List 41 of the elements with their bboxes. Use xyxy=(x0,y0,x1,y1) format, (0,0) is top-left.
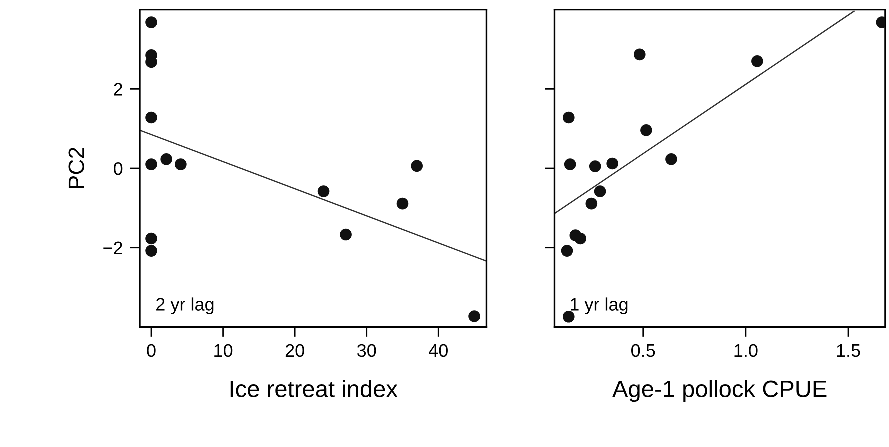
point xyxy=(564,158,576,170)
point xyxy=(586,198,598,210)
x-tick-label: 30 xyxy=(358,344,376,358)
point xyxy=(562,112,575,124)
point xyxy=(606,158,618,170)
annotation: 1 yr lag xyxy=(570,298,628,315)
point xyxy=(574,232,586,245)
point xyxy=(318,186,330,198)
x-tick-label: 10 xyxy=(214,344,233,358)
y-tick-label: 0 xyxy=(114,162,123,176)
point xyxy=(146,112,158,124)
point xyxy=(396,198,409,210)
point xyxy=(634,48,646,61)
point xyxy=(160,153,172,166)
point xyxy=(594,186,606,198)
point xyxy=(468,310,480,322)
point xyxy=(752,56,764,68)
point xyxy=(340,228,352,241)
point xyxy=(562,310,575,323)
point xyxy=(146,245,158,257)
y-axis-title: PC2 xyxy=(68,148,84,188)
y-tick-label: 2 xyxy=(114,83,122,96)
point xyxy=(175,158,187,170)
y-tick-label: −2 xyxy=(104,242,122,254)
point xyxy=(561,245,574,257)
x-tick-label: 40 xyxy=(429,344,448,358)
point xyxy=(589,160,602,172)
point xyxy=(146,158,158,170)
x-tick-label: 0 xyxy=(147,344,156,358)
point xyxy=(411,160,423,172)
point xyxy=(666,153,678,166)
x-tick-label: 20 xyxy=(286,344,304,358)
x-axis-title: Ice retreat index xyxy=(230,380,398,398)
x-tick-label: 1.0 xyxy=(734,344,758,358)
x-tick-label: 0.5 xyxy=(632,344,656,358)
x-tick-label: 1.5 xyxy=(837,344,860,358)
x-axis-title: Age-1 pollock CPUE xyxy=(612,380,827,402)
annotation: 2 yr lag xyxy=(156,298,214,315)
point xyxy=(146,16,158,28)
point xyxy=(146,232,158,245)
point xyxy=(640,124,652,136)
